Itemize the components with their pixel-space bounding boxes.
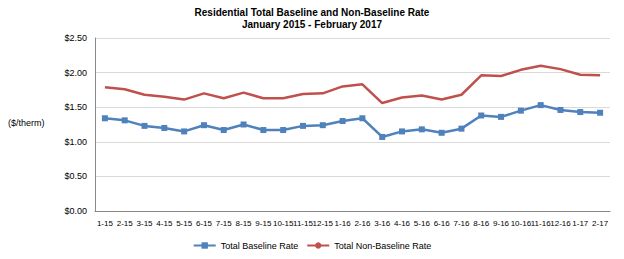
svg-text:9-16: 9-16: [493, 219, 510, 228]
svg-text:7-16: 7-16: [453, 219, 470, 228]
svg-text:12-15: 12-15: [313, 219, 334, 228]
svg-text:4-15: 4-15: [156, 219, 173, 228]
svg-text:1-15: 1-15: [97, 219, 114, 228]
svg-text:6-15: 6-15: [196, 219, 213, 228]
svg-text:Residential Total Baseline and: Residential Total Baseline and Non-Basel…: [195, 7, 430, 18]
svg-text:11-15: 11-15: [293, 219, 313, 228]
svg-text:9-15: 9-15: [255, 219, 272, 228]
svg-text:2-17: 2-17: [592, 219, 609, 228]
svg-text:3-15: 3-15: [137, 219, 154, 228]
svg-text:January 2015 - February 2017: January 2015 - February 2017: [242, 19, 383, 30]
svg-text:($/therm): ($/therm): [8, 118, 45, 128]
svg-text:12-16: 12-16: [550, 219, 571, 228]
svg-text:2-16: 2-16: [354, 219, 371, 228]
svg-text:7-15: 7-15: [216, 219, 233, 228]
svg-text:3-16: 3-16: [374, 219, 391, 228]
svg-text:1-17: 1-17: [572, 219, 589, 228]
svg-text:$2.50: $2.50: [64, 33, 87, 43]
svg-text:Total Baseline Rate: Total Baseline Rate: [221, 241, 299, 251]
svg-text:5-16: 5-16: [414, 219, 431, 228]
svg-text:1-16: 1-16: [335, 219, 352, 228]
svg-text:6-16: 6-16: [434, 219, 451, 228]
svg-text:$0.00: $0.00: [64, 206, 87, 216]
svg-text:5-15: 5-15: [176, 219, 193, 228]
svg-text:10-15: 10-15: [273, 219, 294, 228]
svg-text:8-16: 8-16: [473, 219, 490, 228]
svg-text:11-16: 11-16: [531, 219, 551, 228]
svg-text:2-15: 2-15: [117, 219, 134, 228]
svg-text:Total Non-Baseline Rate: Total Non-Baseline Rate: [334, 241, 431, 251]
svg-text:$2.00: $2.00: [64, 68, 87, 78]
svg-text:10-16: 10-16: [511, 219, 532, 228]
svg-text:$0.50: $0.50: [64, 171, 87, 181]
svg-text:$1.50: $1.50: [64, 102, 87, 112]
svg-text:4-16: 4-16: [394, 219, 411, 228]
svg-text:8-15: 8-15: [236, 219, 253, 228]
svg-text:$1.00: $1.00: [64, 137, 87, 147]
